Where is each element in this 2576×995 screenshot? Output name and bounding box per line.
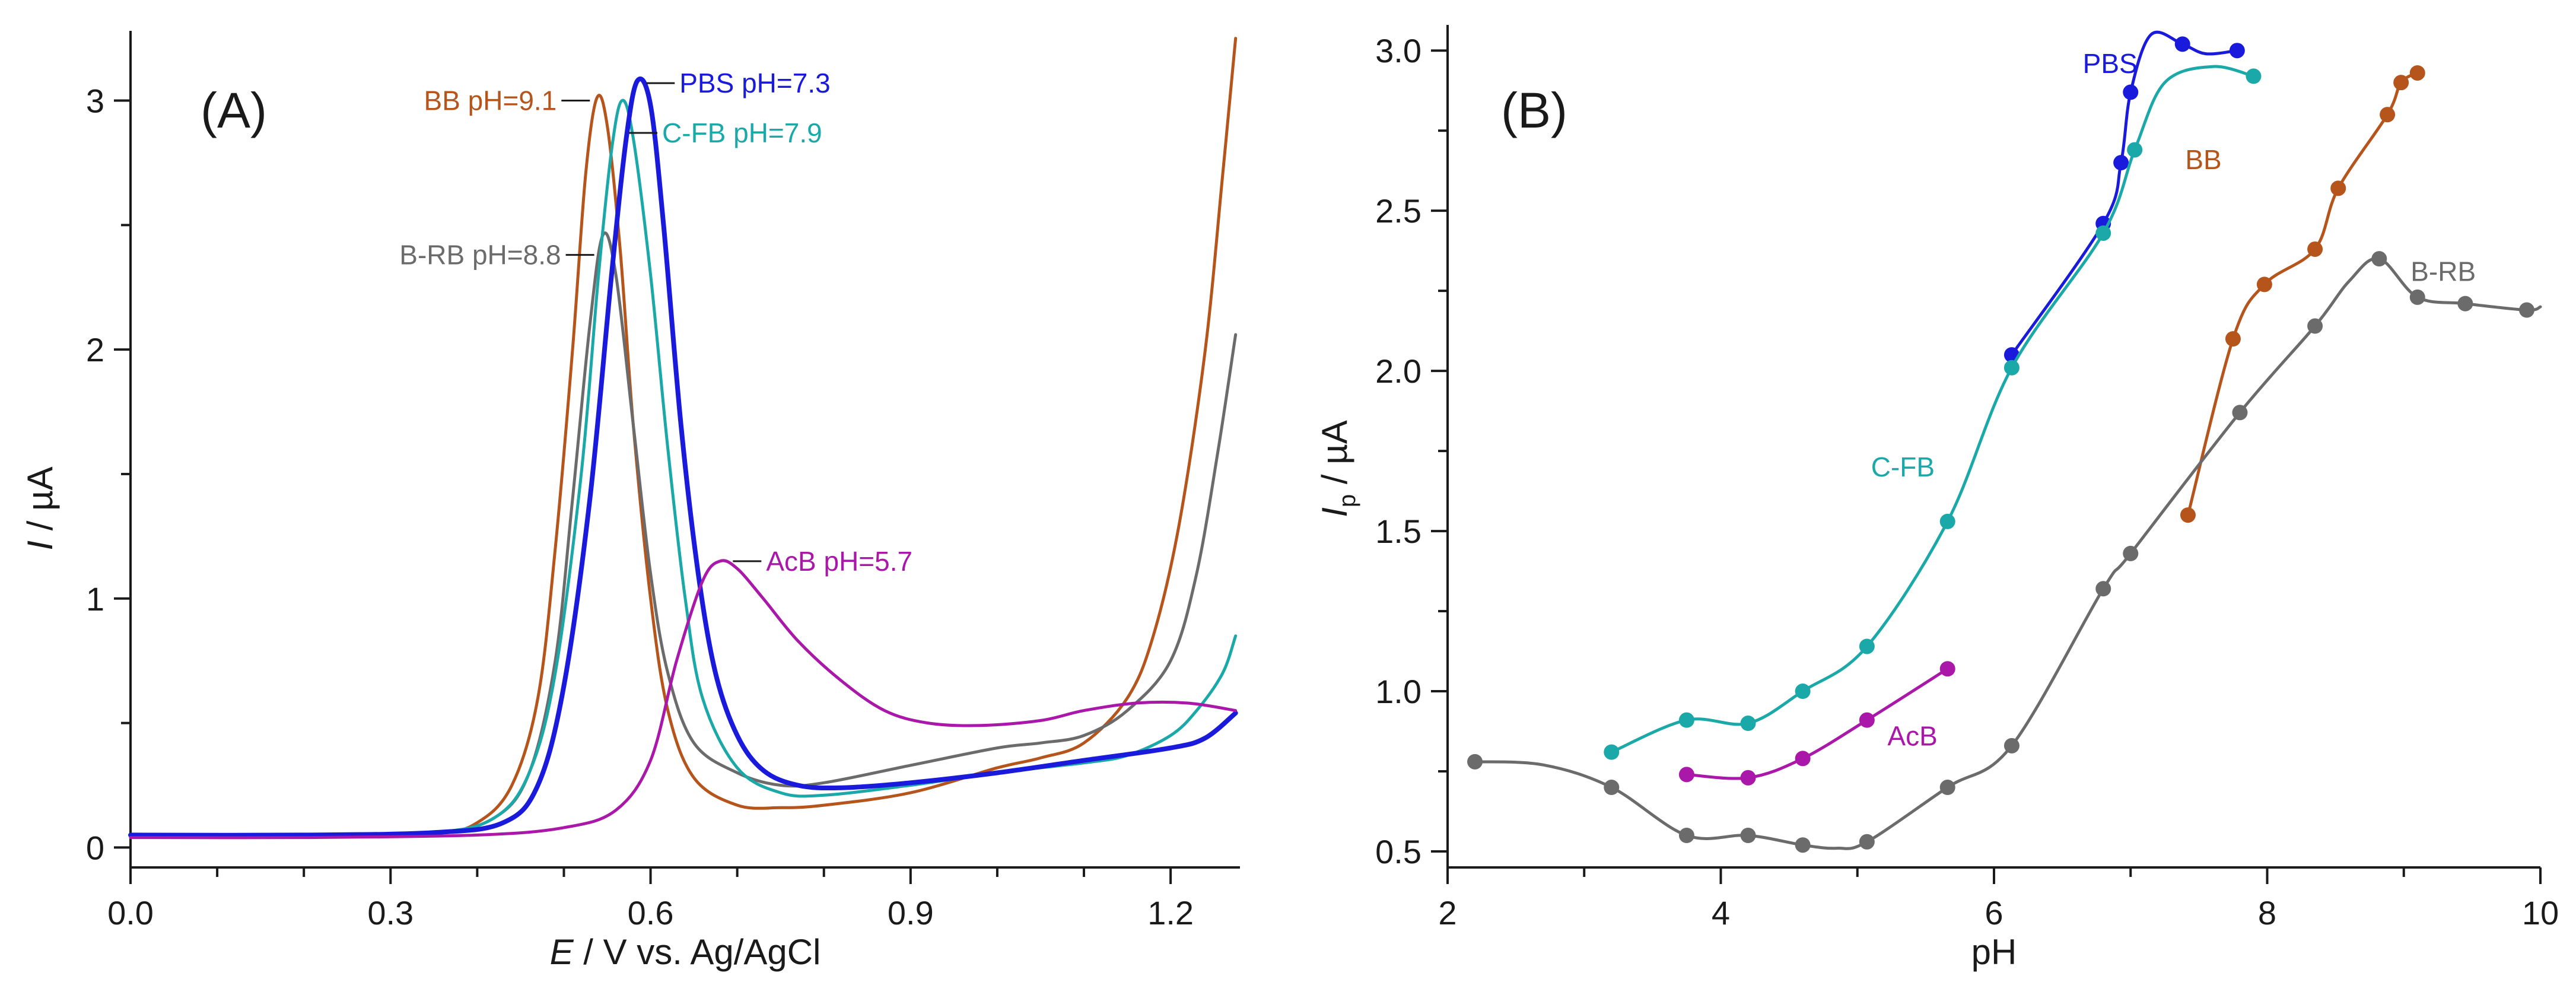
panel-a-series-acb-ph-5-7-line [129, 559, 1238, 840]
panel-b-label-bb: BB [2185, 144, 2221, 175]
panel-b-series-b-rb-point [2307, 318, 2323, 334]
panel-b-series-b-rb-point [1859, 834, 1875, 850]
panel-b-series-c-fb-point [1859, 638, 1875, 654]
panel-a-chart: 0.0 0.3 0.6 0.9 1.2 0 1 2 3 BB pH=9.1 B-RB pH=8.8… [20, 31, 1240, 972]
panel-b-y-tick-label: 3.0 [1375, 32, 1421, 69]
panel-a-label-acb-ph-5-7: AcB pH=5.7 [766, 546, 912, 577]
panel-b-series-acb-point [1678, 767, 1694, 783]
panel-b-x-tick-label: 6 [1985, 894, 2003, 932]
panel-b-series-acb-point [1859, 712, 1875, 728]
panel-b-label-acb: AcB [1887, 721, 1937, 752]
panel-a-y-tick-label: 1 [86, 580, 104, 618]
panel-b-series-c-fb-point [1795, 684, 1811, 700]
panel-a-series-pbs-ph-7-3-line [128, 76, 1238, 838]
panel-b-x-tick-label: 4 [1712, 894, 1730, 932]
panel-a-y-tick-label: 3 [86, 82, 104, 120]
panel-b-series-b-rb-point [2123, 545, 2139, 561]
panel-b-series-bb-point [2180, 507, 2196, 523]
panel-b-y-axis-title: Ip / µA [1315, 420, 1360, 517]
panel-b-series-b-rb-point [1795, 837, 1811, 853]
panel-a-y-tick-label: 0 [86, 829, 104, 866]
panel-b-series-b-rb-point [2371, 251, 2387, 267]
panel-b-label-b-rb: B-RB [2410, 256, 2476, 287]
panel-b-series-b-rb-point [2232, 405, 2248, 421]
panel-a-y-axis-title: I / µA [20, 466, 60, 550]
panel-b-x-tick-label: 2 [1438, 894, 1456, 932]
panel-b-series-c-fb-point [1604, 744, 1620, 760]
panel-b-y-tick-label: 1.5 [1375, 513, 1421, 550]
panel-b-series-bb-point [2393, 75, 2409, 91]
panel-b-y-tick-label: 2.0 [1375, 352, 1421, 390]
panel-b-y-tick-label: 1.0 [1375, 673, 1421, 710]
panel-b-series-b-rb-point [2518, 302, 2534, 318]
panel-b-series-c-fb-point [2246, 68, 2262, 84]
panel-a-label-pbs-ph-7-3: PBS pH=7.3 [679, 68, 830, 98]
panel-b-series-pbs-point [2229, 43, 2245, 59]
panel-b-series-b-rb-point [1467, 754, 1483, 770]
panel-a-label: (A) [201, 82, 267, 138]
panel-b-series-labels: PBS C-FB BB B-RB AcB [1871, 48, 2476, 752]
panel-b-series-pbs-point [2123, 84, 2139, 100]
panel-b-ticks: 2 4 6 8 10 0.5 1.0 1.5 2.0 2.5 3.0 [1375, 32, 2559, 932]
panel-b-chart: 2 4 6 8 10 0.5 1.0 1.5 2.0 2.5 3.0 PBS C-FB BB B-RB Ac… [1315, 25, 2559, 972]
panel-b-y-tick-label: 2.5 [1375, 192, 1421, 230]
panel-b-series-bb-point [2409, 65, 2425, 81]
panel-a-label-c-fb-ph-7-9: C-FB pH=7.9 [662, 117, 822, 148]
panel-b-series-c-fb-point [2127, 142, 2143, 158]
panel-b-x-tick-label: 8 [2258, 894, 2276, 932]
panel-b-series-b-rb-point [1939, 780, 1955, 796]
panel-b-series-b-rb-point [1740, 828, 1756, 844]
panel-b-series [1467, 30, 2542, 853]
panel-a-x-tick-label: 0.0 [107, 894, 154, 932]
panel-a-x-tick-label: 0.9 [888, 894, 934, 932]
panel-b-series-acb-point [1740, 770, 1756, 786]
panel-b-series-c-fb-point [2003, 360, 2020, 376]
panel-b-series-b-rb-point [2003, 737, 2020, 754]
panel-b-series-bb-point [2256, 276, 2272, 293]
panel-a-x-axis-title: E / V vs. Ag/AgCl [550, 932, 821, 972]
panel-b-label-c-fb: C-FB [1871, 452, 1935, 482]
panel-b-series-bb-point [2330, 180, 2346, 196]
panel-a-series-bb-ph-9-1-line [129, 37, 1238, 837]
panel-b-series-bb-point [2380, 107, 2396, 123]
panel-a-label-b-rb-ph-8-8: B-RB pH=8.8 [399, 240, 561, 271]
panel-b-series-b-rb-point [2409, 289, 2425, 305]
panel-a-ticks: 0.0 0.3 0.6 0.9 1.2 0 1 2 3 [86, 82, 1194, 932]
panel-b-label: (B) [1501, 82, 1567, 138]
panel-b-x-tick-label: 10 [2522, 894, 2559, 932]
panel-b-series-acb-point [1795, 751, 1811, 767]
panel-b-y-tick-label: 0.5 [1375, 833, 1421, 870]
panel-a-x-tick-label: 0.6 [628, 894, 674, 932]
panel-b-x-axis-title: pH [1971, 932, 2017, 972]
panel-b-series-c-fb-point [1939, 513, 1955, 529]
panel-b-series-c-fb-point [1740, 716, 1756, 732]
panel-a-x-tick-label: 0.3 [367, 894, 414, 932]
panel-a-label-bb-ph-9-1: BB pH=9.1 [424, 85, 557, 116]
panel-a-x-tick-label: 1.2 [1147, 894, 1194, 932]
panel-b-series-pbs-point [2113, 155, 2129, 171]
panel-b-series-b-rb-point [2095, 581, 2111, 597]
panel-b-series-acb-point [1939, 661, 1955, 677]
panel-a-y-tick-label: 2 [86, 331, 104, 368]
panel-b-series-bb-point [2225, 331, 2241, 347]
panel-b-series-bb-point [2307, 241, 2323, 257]
panel-a-series-labels: BB pH=9.1 B-RB pH=8.8 C-FB pH=7.9 PBS pH=7.… [399, 68, 912, 577]
panel-a-series [128, 37, 1238, 840]
panel-b-series-b-rb-point [2457, 295, 2473, 311]
panel-b-series-c-fb-point [2095, 225, 2111, 241]
panel-b-label-pbs: PBS [2083, 48, 2138, 79]
panel-b-series-pbs-point [2174, 36, 2190, 52]
panel-b-series-b-rb-point [1604, 780, 1620, 796]
panel-b-series-c-fb-point [1678, 712, 1694, 728]
panel-b-series-b-rb-point [1678, 828, 1694, 844]
